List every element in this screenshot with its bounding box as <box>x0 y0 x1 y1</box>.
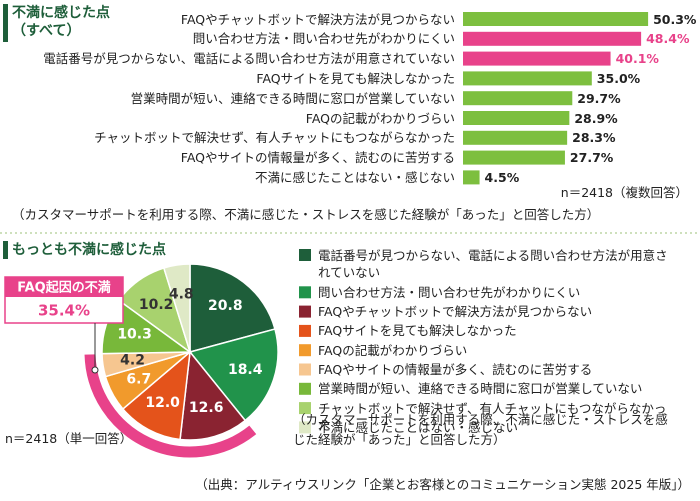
slice-label: 12.0 <box>145 395 180 411</box>
callout-header <box>5 277 123 297</box>
slice-label: 6.7 <box>126 371 151 387</box>
section-stripe <box>3 4 8 42</box>
pie-slice <box>189 263 276 353</box>
pie-slice <box>162 263 191 353</box>
highlight-arc <box>84 354 257 458</box>
bar-label: 不満に感じたことはない・感じない <box>254 169 455 185</box>
value-label: 28.9% <box>574 110 618 126</box>
pie-slice <box>179 350 247 441</box>
value-label: 35.0% <box>596 70 641 86</box>
bar-note: n＝2418（複数回答） <box>560 185 688 200</box>
legend-label: 問い合わせ方法・問い合わせ先がわかりにくい <box>318 284 581 300</box>
legend-label: 不満に感じたことはない・感じない <box>318 419 519 435</box>
legend-label: チャットボットで解決せず、有人チャットにもつながらなかった <box>318 400 667 433</box>
source: （出典：アルティウスリンク「企業とお客様とのコミュニケーション実態 2025 年… <box>195 477 690 492</box>
bar <box>463 111 570 125</box>
value-label: 40.1% <box>615 51 659 67</box>
legend-label: 営業時間が短い、連絡できる時間に窓口が営業していない <box>318 381 643 397</box>
legend-label: FAQの記載がわかりづらい <box>318 342 468 358</box>
bar <box>463 12 649 26</box>
legend-swatch <box>299 324 311 337</box>
callout-dot <box>91 366 99 374</box>
bar-label: FAQやチャットボットで解決方法が見つからない <box>180 11 455 27</box>
bar <box>463 91 573 106</box>
value-label: 28.3% <box>572 130 616 146</box>
callout-value: 35.4% <box>38 302 90 320</box>
legend-label: FAQやチャットボットで解決方法が見つからない <box>318 304 593 320</box>
bar <box>463 31 642 46</box>
value-label: 50.3% <box>653 11 697 27</box>
legend-swatch <box>299 344 311 357</box>
bar-label: FAQやサイトの情報量が多く、読むのに苦労する <box>180 150 455 166</box>
callout-label: FAQ起因の不満 <box>17 280 111 296</box>
slice-label: 20.8 <box>208 298 243 314</box>
bar-label: FAQサイトを見ても解決しなかった <box>256 70 455 86</box>
bar-label: FAQの記載がわかりづらい <box>305 110 455 126</box>
bar-footnote: （カスタマーサポートを利用する際、不満に感じた・ストレスを感じた経験が「あった」… <box>12 207 600 222</box>
bar-label: 営業時間が短い、連絡できる時間に窓口が営業していない <box>130 90 455 106</box>
legend-swatch <box>299 249 311 261</box>
bar-label: チャットボットで解決せず、有人チャットにもつながらなかった <box>94 130 455 146</box>
pie-title: もっとも不満に感じた点 <box>12 242 166 258</box>
legend-swatch <box>299 402 311 415</box>
legend-swatch <box>299 363 311 376</box>
value-label: 27.7% <box>569 150 614 166</box>
legend-swatch <box>299 382 311 395</box>
pie-note: n＝2418（単一回答） <box>5 431 133 446</box>
slice-label: 4.2 <box>120 353 145 369</box>
slice-label: 4.8 <box>169 287 194 303</box>
pie-slice <box>121 350 191 441</box>
legend-label: FAQサイトを見ても解決しなかった <box>318 323 517 339</box>
bar <box>463 71 592 86</box>
section-stripe <box>3 241 8 259</box>
legend-swatch <box>299 286 311 299</box>
slice-label: 18.4 <box>228 362 263 378</box>
pie-footnote: （カスタマーサポートを利用する際、不満に感じた・ストレスを感じた経験が「あった」… <box>293 412 668 447</box>
slice-label: 12.6 <box>189 400 224 416</box>
bar-label: 電話番号が見つからない、電話による問い合わせ方法が用意されていない <box>43 51 455 67</box>
bar-title: 不満に感じた点 （すべて） <box>12 5 110 39</box>
legend-swatch <box>299 421 311 434</box>
bar-label: 問い合わせ方法・問い合わせ先がわかりにくい <box>192 31 455 47</box>
legend-label: FAQやサイトの情報量が多く、読むのに苦労する <box>318 362 593 377</box>
value-label: 29.7% <box>577 90 621 106</box>
bar <box>463 170 480 185</box>
value-label: 4.5% <box>484 169 520 185</box>
legend-label: 電話番号が見つからない、電話による問い合わせ方法が用意されていない <box>318 247 668 280</box>
pie-slice <box>188 328 279 422</box>
bar <box>463 51 611 66</box>
bar <box>463 130 568 145</box>
slice-label: 10.2 <box>139 297 174 313</box>
value-label: 48.4% <box>646 31 690 47</box>
slice-label: 10.3 <box>117 327 152 343</box>
legend-swatch <box>299 305 311 318</box>
bar <box>463 150 565 165</box>
